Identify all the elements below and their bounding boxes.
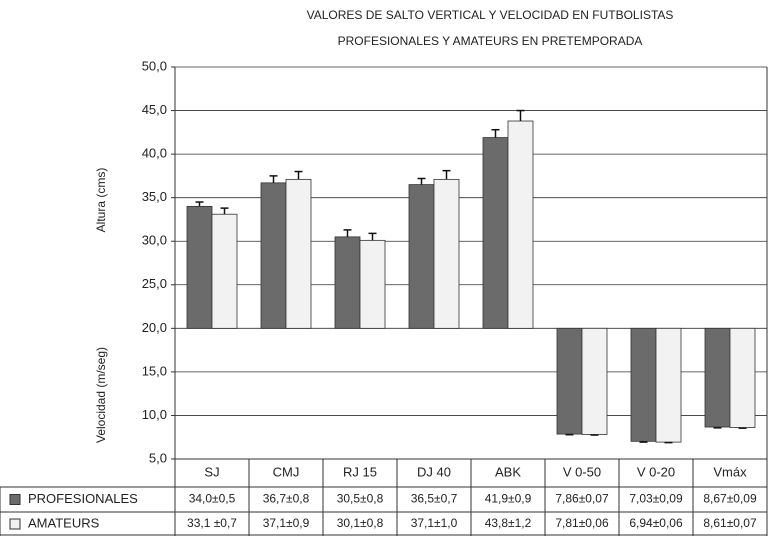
table-cell: 7,86±0,07 <box>555 492 609 506</box>
table-cell: 30,5±0,8 <box>337 492 384 506</box>
bar <box>482 137 509 329</box>
bar <box>285 178 312 329</box>
table-cell: 30,1±0,8 <box>337 516 384 530</box>
bar <box>507 120 534 329</box>
table-cell: 7,81±0,06 <box>555 516 609 530</box>
bar <box>211 213 238 329</box>
y-tick-label: 50,0 <box>142 58 167 73</box>
bar <box>359 239 386 329</box>
bar <box>729 327 756 428</box>
chart-title: VALORES DE SALTO VERTICAL Y VELOCIDAD EN… <box>307 8 674 22</box>
x-tick-label: DJ 40 <box>417 464 451 479</box>
bar <box>408 184 435 329</box>
table-cell: 37,1±0,9 <box>263 516 310 530</box>
bar <box>704 327 731 428</box>
x-tick-label: CMJ <box>273 464 300 479</box>
y-tick-label: 30,0 <box>142 233 167 248</box>
y-axis-label: Altura (cms) <box>94 168 108 233</box>
x-tick-label: V 0-20 <box>637 464 675 479</box>
x-tick-label: ABK <box>495 464 521 479</box>
table-cell: 37,1±1,0 <box>411 516 458 530</box>
table-cell: 43,8±1,2 <box>485 516 532 530</box>
chart-title: PROFESIONALES Y AMATEURS EN PRETEMPORADA <box>338 34 643 48</box>
bar <box>556 327 583 435</box>
y-tick-label: 25,0 <box>142 276 167 291</box>
y-tick-label: 5,0 <box>149 450 167 465</box>
y-tick-label: 20,0 <box>142 320 167 335</box>
bar <box>260 182 287 329</box>
x-tick-label: Vmáx <box>713 464 747 479</box>
legend-label: PROFESIONALES <box>28 491 138 506</box>
x-tick-label: SJ <box>204 464 219 479</box>
table-cell: 33,1 ±0,7 <box>187 516 237 530</box>
bar <box>433 178 460 329</box>
bar <box>186 205 213 329</box>
table-cell: 8,61±0,07 <box>703 516 757 530</box>
table-cell: 8,67±0,09 <box>703 492 757 506</box>
legend-swatch <box>9 518 21 530</box>
table-cell: 6,94±0,06 <box>629 516 683 530</box>
y-tick-label: 15,0 <box>142 363 167 378</box>
table-cell: 41,9±0,9 <box>485 492 532 506</box>
y-tick-label: 35,0 <box>142 189 167 204</box>
bar <box>581 327 608 435</box>
bar <box>630 327 657 442</box>
table-cell: 36,7±0,8 <box>263 492 310 506</box>
legend-label: AMATEURS <box>28 515 100 530</box>
y-tick-label: 40,0 <box>142 146 167 161</box>
bar <box>655 327 682 443</box>
table-cell: 36,5±0,7 <box>411 492 458 506</box>
table-cell: 34,0±0,5 <box>189 492 236 506</box>
y-tick-label: 10,0 <box>142 407 167 422</box>
bar <box>334 236 361 329</box>
x-tick-label: V 0-50 <box>563 464 601 479</box>
y-tick-label: 45,0 <box>142 102 167 117</box>
x-tick-label: RJ 15 <box>343 464 377 479</box>
legend-swatch <box>9 494 21 505</box>
y-axis-label: Velocidad (m/seg) <box>94 347 108 443</box>
table-cell: 7,03±0,09 <box>629 492 683 506</box>
